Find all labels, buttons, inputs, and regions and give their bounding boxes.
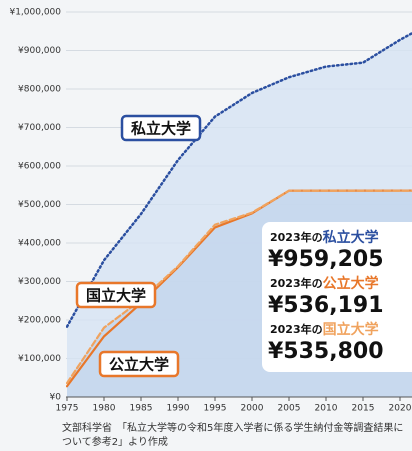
x-tick-label: 2000 (241, 404, 264, 414)
callout-box (120, 114, 202, 142)
summary-heading: 2023年の私立大学 (270, 229, 379, 246)
x-tick-label: 1975 (56, 404, 79, 414)
legend-label: 公立大学 (109, 356, 169, 374)
summary-prefix: 2023年の (270, 230, 323, 244)
x-tick-label: 1980 (93, 404, 116, 414)
value-label: ¥535,800 (268, 339, 384, 364)
summary-bg (262, 222, 412, 372)
summary-prefix: 2023年の (270, 276, 323, 290)
y-tick-label: ¥300,000 (18, 277, 61, 287)
summary-heading: 2023年の公立大学 (270, 275, 379, 292)
legend-label: 国立大学 (86, 287, 146, 305)
y-tick-label: ¥500,000 (18, 200, 61, 210)
axes: ¥0 ¥100,000 ¥200,000 ¥300,000 ¥400,000 ¥500,0… (9, 8, 412, 414)
line (66, 31, 412, 328)
y-tick-label: ¥100,000 (18, 354, 61, 364)
source-line: 文部科学省 「私立大学等の令和5年度入学者に係る学生納付金等調査結果に (62, 421, 403, 434)
lines (66, 31, 412, 388)
x-tick-label: 1985 (130, 404, 153, 414)
x-tick-label: 2015 (352, 404, 375, 414)
summary-name: 公立大学 (323, 275, 379, 292)
y-tick-label: ¥1,000,000 (9, 8, 61, 18)
summary-name: 国立大学 (323, 321, 379, 338)
value-label: ¥959,205 (268, 247, 384, 272)
y-tick-label: ¥900,000 (18, 46, 61, 56)
x-tick-label: 2005 (278, 404, 301, 414)
source-line: ついて参考2」より作成 (62, 435, 168, 448)
y-tick-label: ¥800,000 (18, 85, 61, 95)
summary-prefix: 2023年の (270, 322, 323, 336)
y-tick-label: ¥400,000 (18, 239, 61, 249)
y-tick-label: ¥0 (50, 393, 62, 403)
y-tick-label: ¥200,000 (18, 316, 61, 326)
x-tick-label: 1995 (204, 404, 227, 414)
summary-box: 2023年の私立大学¥959,2052023年の公立大学¥536,1912023… (262, 222, 412, 372)
callout-box (98, 350, 180, 378)
summary-name: 私立大学 (323, 229, 379, 246)
summary-heading: 2023年の国立大学 (270, 321, 379, 338)
y-tick-label: ¥700,000 (18, 123, 61, 133)
y-tick-label: ¥600,000 (18, 162, 61, 172)
x-tick-label: 1990 (167, 404, 190, 414)
callout-box (75, 281, 157, 309)
legend-label: 私立大学 (130, 120, 191, 138)
x-tick-label: 2020 (389, 404, 412, 414)
line (66, 189, 412, 385)
x-tick-label: 2010 (315, 404, 338, 414)
value-label: ¥536,191 (268, 293, 384, 318)
